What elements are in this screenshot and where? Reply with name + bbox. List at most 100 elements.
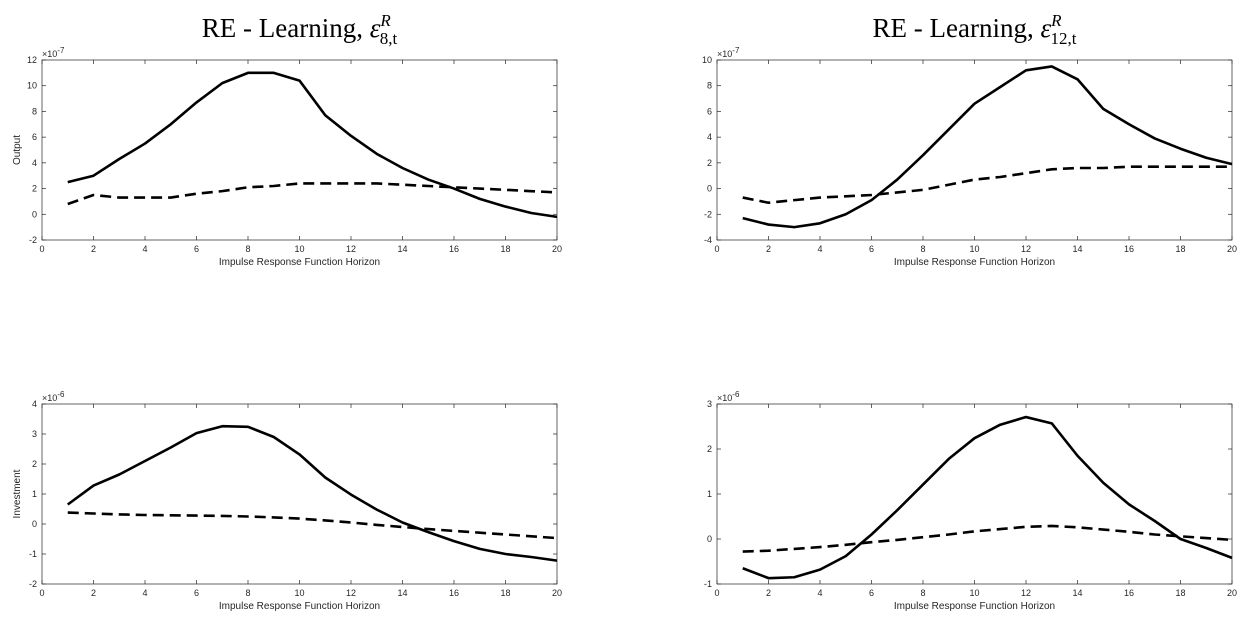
x-tick-label: 10 [969, 244, 979, 254]
x-tick-label: 16 [449, 244, 459, 254]
y-tick-label: 1 [707, 489, 712, 499]
x-tick-label: 6 [869, 588, 874, 598]
y-tick-label: 4 [32, 399, 37, 409]
y-multiplier-exponent: -7 [57, 46, 65, 55]
panel-output-epsilon-12: 0 2 4 6 8 10 12 14 16 18 20 -4 -2 0 2 4 6 8 10 ×10-7 Impulse… [702, 11, 1237, 268]
x-tick-label: 0 [714, 244, 719, 254]
panel-output-epsilon-8: 0 2 4 6 8 10 12 14 16 18 20-2024681012×10-7Impulse… [12, 11, 562, 268]
y-tick-label: 0 [707, 534, 712, 544]
y-axis-label: Investment [12, 469, 23, 518]
x-tick-label: 12 [346, 244, 356, 254]
y-tick-label: 4 [707, 132, 712, 142]
y-tick-label: 0 [32, 209, 37, 219]
x-tick-label: 10 [294, 244, 304, 254]
title-epsilon-symbol: ε [370, 13, 381, 43]
y-axis-label: Output [12, 135, 23, 165]
x-tick-label: 14 [1072, 244, 1082, 254]
x-tick-label: 20 [1227, 588, 1237, 598]
title-subscript: 12,t [1051, 29, 1077, 48]
x-tick-label: 2 [766, 588, 771, 598]
x-tick-label: 2 [91, 588, 96, 598]
series-dashed-line [742, 524, 1233, 553]
axes-box [41, 59, 558, 241]
y-tick-label: 12 [27, 55, 37, 65]
y-multiplier-exponent: -6 [57, 390, 65, 399]
x-tick-label: 4 [817, 244, 822, 254]
x-tick-label: 10 [294, 588, 304, 598]
y-tick-label: 2 [707, 444, 712, 454]
x-tick-label: 12 [1021, 244, 1031, 254]
title-superscript: R [1050, 11, 1062, 30]
x-tick-label: 18 [1175, 588, 1185, 598]
x-tick-label: 14 [397, 588, 407, 598]
y-tick-label: 3 [32, 429, 37, 439]
title-text: RE - Learning, [202, 13, 370, 43]
y-tick-label: 3 [707, 399, 712, 409]
x-tick-label: 0 [39, 244, 44, 254]
y-multiplier: ×10-6 [42, 390, 65, 403]
series-solid-line [742, 65, 1233, 229]
y-tick-label: 8 [32, 106, 37, 116]
y-tick-label: 0 [707, 184, 712, 194]
x-tick-label: 6 [194, 588, 199, 598]
x-tick-label: 10 [969, 588, 979, 598]
x-tick-label: 18 [500, 588, 510, 598]
axes-box [716, 59, 1233, 241]
x-tick-label: 8 [920, 588, 925, 598]
x-tick-label: 20 [1227, 244, 1237, 254]
y-tick-label: 10 [27, 81, 37, 91]
y-tick-label: -2 [704, 209, 712, 219]
series-dashed-line [67, 182, 558, 206]
x-tick-label: 8 [245, 588, 250, 598]
x-tick-label: 16 [449, 588, 459, 598]
x-tick-label: 12 [346, 588, 356, 598]
series-solid-line [742, 415, 1233, 580]
x-tick-label: 20 [552, 244, 562, 254]
y-tick-label: 1 [32, 489, 37, 499]
x-tick-label: 20 [552, 588, 562, 598]
title-superscript: R [379, 11, 391, 30]
y-tick-label: 2 [707, 158, 712, 168]
x-tick-label: 6 [194, 244, 199, 254]
y-multiplier-exponent: -6 [732, 390, 740, 399]
x-tick-label: 2 [91, 244, 96, 254]
y-tick-label: 4 [32, 158, 37, 168]
x-tick-label: 14 [397, 244, 407, 254]
chart-title: RE - Learning, εR 12,t [873, 11, 1077, 48]
x-tick-label: 4 [142, 244, 147, 254]
x-tick-label: 8 [920, 244, 925, 254]
x-tick-label: 0 [714, 588, 719, 598]
y-multiplier-exponent: -7 [732, 46, 740, 55]
x-tick-label: 2 [766, 244, 771, 254]
title-text: RE - Learning, [873, 13, 1041, 43]
y-tick-label: 10 [702, 55, 712, 65]
chart-title: RE - Learning, εR 8,t [202, 11, 398, 48]
y-tick-label: 6 [707, 106, 712, 116]
x-tick-label: 18 [1175, 244, 1185, 254]
y-tick-label: -2 [29, 579, 37, 589]
y-tick-label: -2 [29, 235, 37, 245]
x-tick-label: 14 [1072, 588, 1082, 598]
y-tick-label: 2 [32, 459, 37, 469]
y-tick-label: -1 [29, 549, 37, 559]
x-tick-label: 6 [869, 244, 874, 254]
x-tick-label: 8 [245, 244, 250, 254]
axes-box [716, 403, 1233, 585]
series-dashed-line [742, 165, 1232, 205]
x-tick-label: 4 [142, 588, 147, 598]
x-tick-label: 16 [1124, 588, 1134, 598]
series-solid-line [66, 424, 558, 562]
x-tick-label: 0 [39, 588, 44, 598]
x-tick-label: 16 [1124, 244, 1134, 254]
x-axis-label: Impulse Response Function Horizon [219, 601, 380, 612]
x-tick-label: 18 [500, 244, 510, 254]
x-axis-label: Impulse Response Function Horizon [219, 257, 380, 268]
y-tick-label: 0 [32, 519, 37, 529]
x-tick-label: 4 [817, 588, 822, 598]
x-axis-label: Impulse Response Function Horizon [894, 257, 1055, 268]
y-tick-label: -4 [704, 235, 712, 245]
series-dashed-line [67, 511, 558, 540]
y-tick-label: 6 [32, 132, 37, 142]
y-tick-label: 2 [32, 184, 37, 194]
